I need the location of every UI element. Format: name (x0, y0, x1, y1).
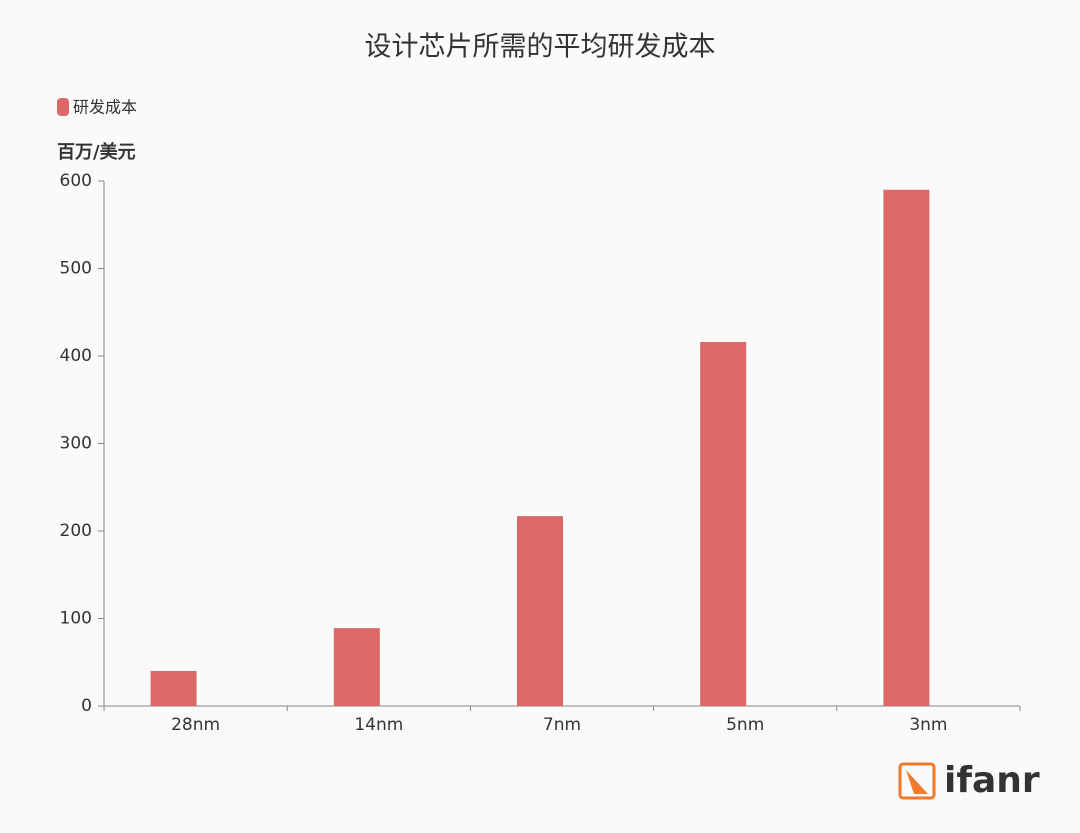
y-tick-label: 300 (60, 434, 92, 454)
legend-label: 研发成本 (73, 98, 137, 117)
x-tick-label: 7nm (543, 715, 581, 735)
y-axis-label: 百万/美元 (57, 141, 136, 163)
y-tick-label: 400 (60, 346, 92, 366)
bar (700, 342, 747, 706)
legend-swatch (57, 98, 69, 116)
chart-title: 设计芯片所需的平均研发成本 (365, 32, 716, 63)
y-tick-label: 500 (60, 259, 92, 279)
bar (333, 628, 380, 706)
x-tick-label: 5nm (726, 715, 764, 735)
x-tick-label: 28nm (171, 715, 220, 735)
logo-mark (906, 770, 928, 794)
logo-box (898, 762, 936, 800)
bar (517, 516, 563, 706)
bar (150, 671, 197, 706)
y-tick-label: 100 (60, 609, 92, 629)
watermark-logo: ifanr (898, 760, 1040, 801)
bar (883, 189, 930, 706)
y-tick-label: 0 (81, 696, 92, 716)
x-tick-label: 14nm (354, 715, 403, 735)
watermark: ifanr (944, 760, 1040, 801)
y-tick-label: 600 (60, 171, 92, 191)
y-tick-label: 200 (60, 521, 92, 541)
x-tick-label: 3nm (909, 715, 947, 735)
